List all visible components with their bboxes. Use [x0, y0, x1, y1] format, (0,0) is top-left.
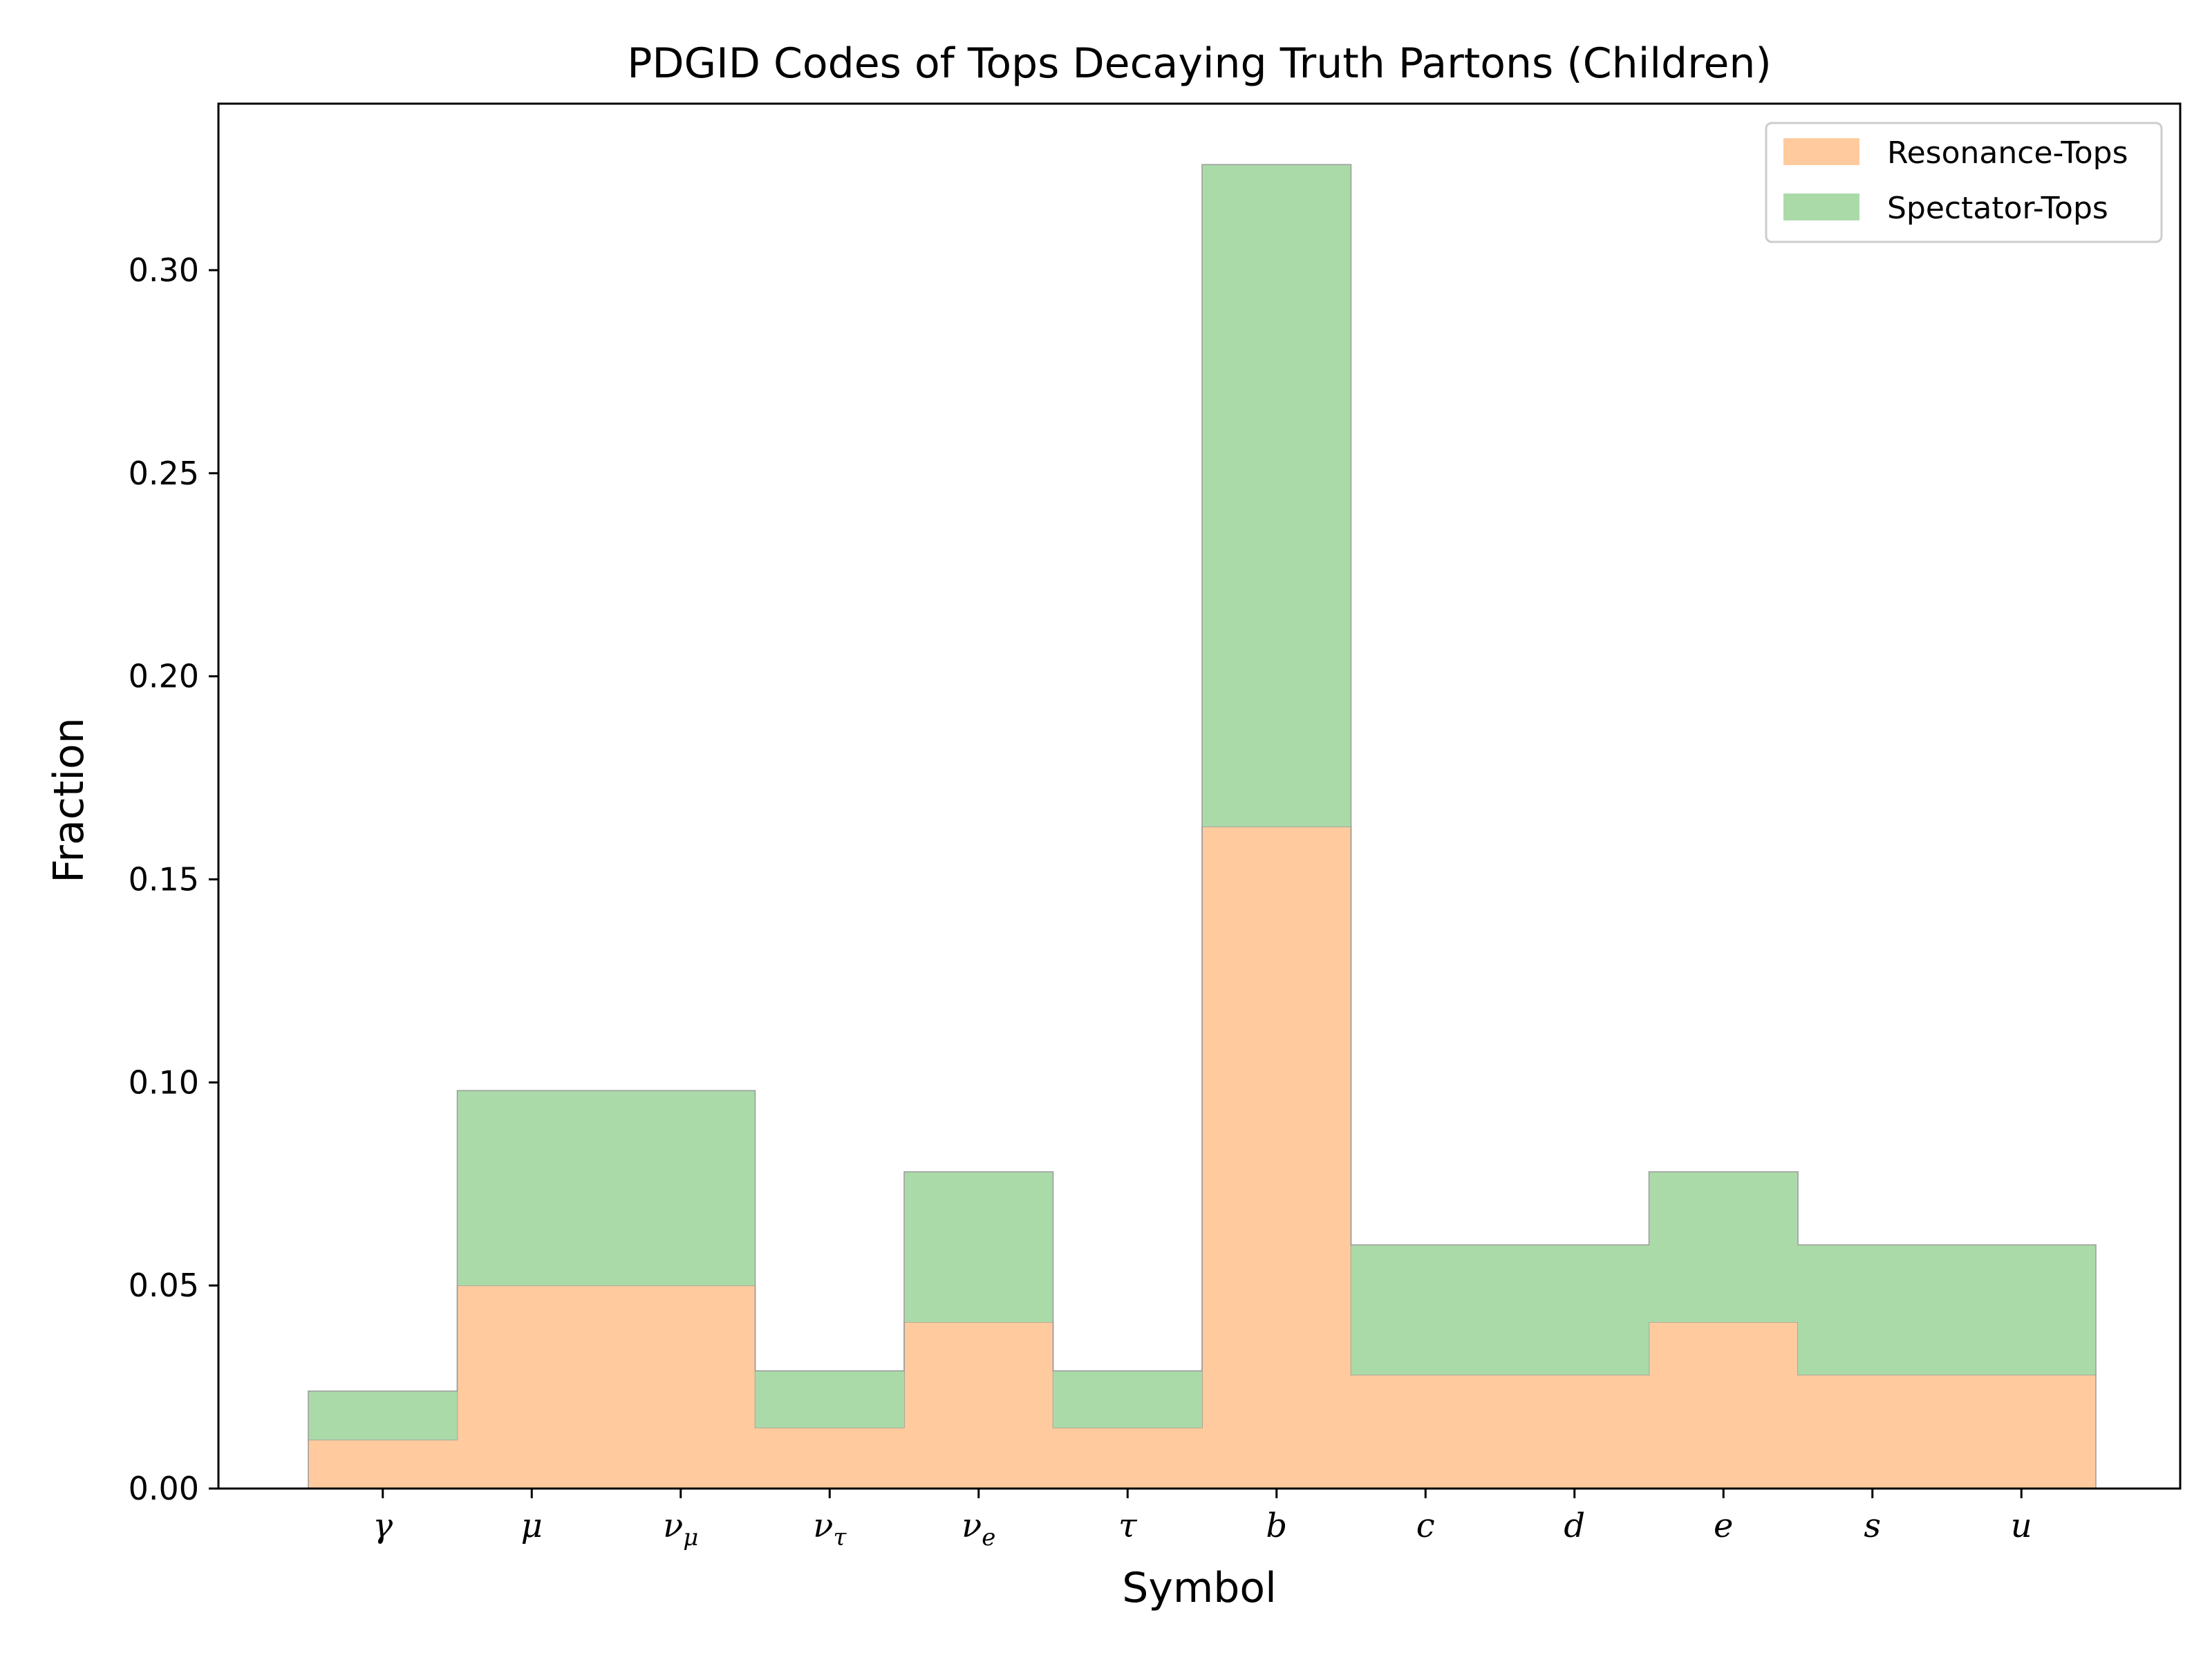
bar-resonance-tops-0: [308, 1439, 458, 1489]
x-tick-label: u: [2011, 1507, 2032, 1545]
x-tick-label: c: [1416, 1507, 1435, 1545]
bar-resonance-tops-7: [1351, 1375, 1500, 1489]
axes-layer: 0.00 0.05 0.10 0.15 0.20 0.25 0.30 γ μ νμ ντ νe τ b c d…: [129, 102, 2182, 1551]
chart-title: PDGID Codes of Tops Decaying Truth Parto…: [627, 39, 1772, 88]
y-tick-label: 0.25: [129, 455, 199, 492]
bar-resonance-tops-9: [1649, 1322, 1798, 1489]
x-tick-label: νe: [962, 1507, 995, 1551]
bar-resonance-tops-5: [1053, 1427, 1202, 1489]
x-tick-label: τ: [1118, 1507, 1138, 1545]
bars-layer: [308, 164, 2097, 1489]
bar-spectator-tops-0: [308, 1390, 458, 1440]
x-tick-label: νμ: [663, 1507, 698, 1551]
x-tick-label: γ: [373, 1507, 393, 1545]
x-tick-label: b: [1266, 1507, 1287, 1545]
bar-spectator-tops-8: [1500, 1245, 1649, 1375]
bar-spectator-tops-1: [457, 1090, 606, 1286]
bar-spectator-tops-3: [755, 1370, 904, 1428]
bar-spectator-tops-2: [606, 1090, 756, 1286]
legend-frame: [1765, 122, 2163, 243]
x-tick-label: s: [1864, 1507, 1881, 1545]
legend-label-resonance: Resonance-Tops: [1887, 135, 2128, 171]
bar-spectator-tops-10: [1798, 1245, 1947, 1375]
x-tick-label: μ: [521, 1507, 543, 1545]
legend-label-spectator: Spectator-Tops: [1887, 191, 2108, 226]
y-tick-label: 0.30: [129, 252, 199, 289]
bar-resonance-tops-4: [904, 1322, 1053, 1489]
bar-resonance-tops-8: [1500, 1375, 1649, 1489]
x-tick-label: ντ: [813, 1507, 847, 1551]
legend-swatch-spectator: [1783, 193, 1859, 220]
bar-resonance-tops-2: [606, 1285, 756, 1489]
y-axis-label: Fraction: [45, 717, 93, 883]
y-tick-label: 0.00: [129, 1470, 199, 1507]
bar-spectator-tops-7: [1351, 1245, 1500, 1375]
plot-frame: [217, 102, 2182, 1490]
bar-resonance-tops-3: [755, 1427, 904, 1489]
y-tick-label: 0.05: [129, 1267, 199, 1304]
bar-resonance-tops-6: [1202, 827, 1351, 1489]
bar-spectator-tops-5: [1053, 1370, 1202, 1428]
y-tick-label: 0.10: [129, 1064, 199, 1101]
bar-spectator-tops-11: [1947, 1245, 2096, 1375]
legend: Resonance-Tops Spectator-Tops: [1765, 122, 2163, 243]
bar-resonance-tops-11: [1947, 1375, 2096, 1489]
x-axis-label: Symbol: [1122, 1564, 1277, 1612]
step-outline-spectator-tops: [308, 164, 2097, 1440]
bar-resonance-tops-1: [457, 1285, 606, 1489]
legend-swatch-resonance: [1783, 138, 1859, 165]
x-tick-label: e: [1714, 1507, 1733, 1545]
y-tick-label: 0.15: [129, 860, 199, 898]
bar-spectator-tops-4: [904, 1171, 1053, 1323]
bar-spectator-tops-6: [1202, 164, 1351, 827]
bar-spectator-tops-9: [1649, 1171, 1798, 1323]
x-tick-label: d: [1564, 1507, 1585, 1545]
y-tick-label: 0.20: [129, 658, 199, 695]
bar-resonance-tops-10: [1798, 1375, 1947, 1489]
